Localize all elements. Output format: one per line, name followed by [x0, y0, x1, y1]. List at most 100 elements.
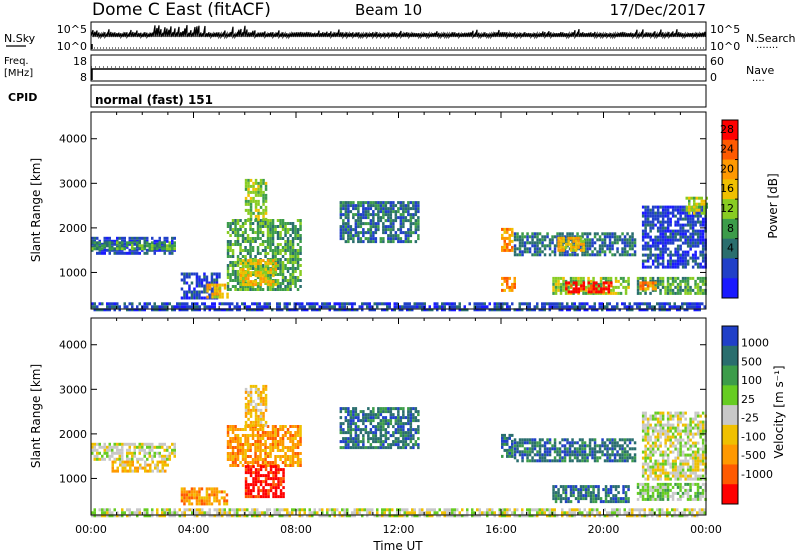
data-cell [649, 247, 652, 251]
data-cell [651, 262, 655, 266]
data-cell [289, 276, 292, 279]
data-cell [284, 288, 287, 291]
data-cell [236, 240, 240, 243]
data-cell [223, 511, 226, 515]
data-cell [693, 208, 696, 212]
data-cell [377, 225, 380, 229]
data-cell [661, 308, 664, 312]
data-cell [161, 308, 164, 312]
data-cell [394, 407, 398, 411]
data-cell [661, 259, 665, 263]
data-cell [254, 434, 257, 437]
data-cell [513, 253, 517, 257]
data-cell [659, 235, 662, 239]
data-cell [264, 265, 268, 269]
data-cell [173, 308, 176, 312]
data-cell [93, 508, 96, 512]
data-cell [359, 446, 363, 450]
data-cell [274, 268, 278, 272]
data-cell [511, 433, 514, 437]
data-cell [226, 302, 229, 306]
data-cell [553, 247, 557, 251]
data-cell [523, 514, 526, 518]
data-cell [338, 514, 341, 518]
data-cell [372, 419, 375, 423]
data-cell [605, 287, 608, 291]
data-cell [387, 201, 390, 205]
data-cell [241, 240, 245, 243]
data-cell [203, 278, 206, 282]
data-cell [146, 445, 149, 449]
data-cell [344, 210, 348, 214]
data-cell [291, 443, 295, 446]
data-cell [301, 302, 304, 306]
data-cell [176, 511, 179, 515]
data-cell [382, 428, 385, 432]
data-cell [231, 243, 235, 246]
data-cell [453, 308, 456, 312]
data-cell [338, 302, 341, 306]
data-cell [289, 243, 292, 246]
data-cell [126, 469, 129, 473]
colorbar-tick-label: 16 [720, 182, 734, 195]
data-cell [98, 445, 101, 449]
data-cell [538, 438, 542, 442]
data-cell [397, 437, 400, 441]
data-cell [289, 285, 292, 288]
data-cell [666, 235, 670, 239]
data-cell [411, 511, 414, 515]
data-cell [198, 284, 201, 288]
data-cell [313, 302, 316, 306]
data-cell [553, 244, 557, 248]
data-cell [357, 234, 360, 238]
data-cell [671, 265, 675, 269]
data-cell [366, 302, 369, 306]
data-cell [478, 508, 481, 512]
data-cell [604, 276, 608, 280]
data-cell [261, 437, 265, 440]
data-cell [231, 264, 235, 267]
data-cell [221, 514, 224, 518]
data-cell [242, 283, 245, 287]
data-cell [98, 247, 101, 251]
data-cell [407, 422, 410, 426]
data-cell [374, 440, 378, 444]
data-cell [526, 450, 529, 454]
data-cell [377, 410, 380, 414]
data-cell [279, 237, 282, 240]
data-cell [262, 214, 265, 218]
data-cell [376, 302, 379, 306]
data-cell [521, 508, 524, 512]
data-cell [664, 211, 667, 215]
data-cell [681, 256, 685, 260]
data-cell [536, 508, 539, 512]
data-cell [247, 483, 250, 487]
data-cell [254, 402, 258, 406]
data-cell [238, 514, 241, 518]
data-cell [623, 302, 626, 306]
data-cell [636, 305, 639, 309]
data-cell [303, 508, 306, 512]
data-cell [674, 205, 677, 209]
data-cell [228, 305, 231, 309]
data-cell [213, 281, 216, 285]
data-cell [521, 308, 524, 312]
data-cell [526, 508, 529, 512]
data-cell [218, 502, 221, 506]
data-cell [389, 237, 393, 241]
data-cell [701, 250, 705, 254]
data-cell [394, 231, 398, 235]
data-cell [352, 410, 355, 414]
data-cell [254, 255, 257, 258]
data-cell [669, 253, 672, 257]
data-cell [508, 236, 511, 240]
data-cell [144, 469, 147, 473]
data-cell [354, 440, 358, 444]
data-cell [558, 308, 561, 312]
data-cell [575, 284, 578, 288]
data-cell [247, 411, 250, 415]
data-cell [392, 210, 395, 214]
data-cell [98, 514, 101, 518]
data-cell [254, 265, 258, 269]
data-cell [244, 443, 247, 446]
